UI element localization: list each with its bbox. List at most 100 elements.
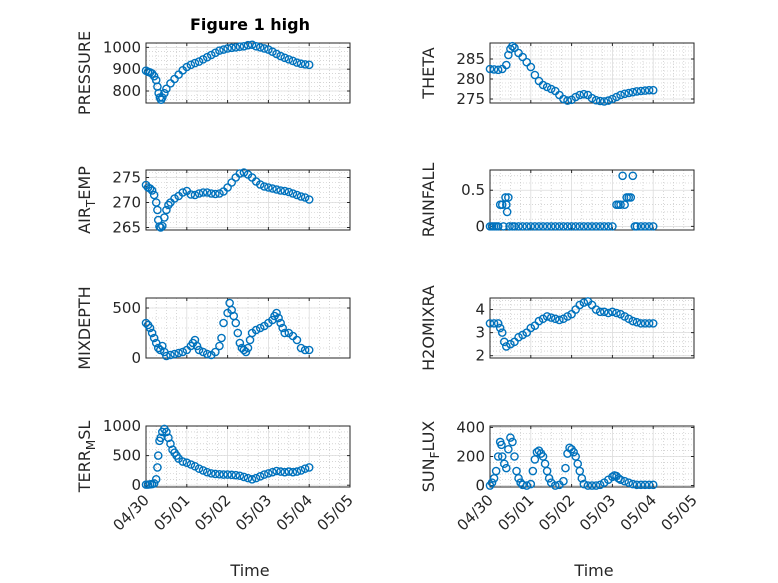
data-point (530, 70, 540, 80)
data-point (544, 473, 554, 483)
data-point (591, 481, 601, 490)
data-point (506, 433, 515, 442)
data-point (182, 62, 192, 72)
data-point (227, 43, 236, 53)
data-point (300, 464, 310, 473)
y-axis-label: TERRMSL (75, 421, 98, 494)
data-point (194, 345, 204, 355)
data-point (648, 480, 658, 490)
data-point (147, 186, 157, 195)
data-point (608, 94, 617, 104)
data-point (599, 97, 609, 106)
axes-box (489, 297, 695, 359)
data-point (532, 447, 542, 457)
x-tick-label: 05/03 (576, 491, 619, 534)
data-point (550, 481, 560, 490)
data-point (591, 222, 601, 231)
data-point (636, 319, 646, 328)
data-point (186, 190, 196, 199)
data-point (178, 457, 188, 466)
data-point (190, 58, 200, 68)
data-point (215, 341, 224, 351)
data-point (632, 480, 642, 490)
data-point (628, 479, 638, 489)
data-point (174, 348, 183, 358)
data-point (158, 221, 167, 231)
y-tick-label: 3 (475, 324, 485, 342)
data-point (493, 319, 503, 328)
data-point (219, 318, 228, 328)
y-tick-label: 900 (112, 60, 141, 78)
data-point (162, 84, 171, 94)
x-tick-label: 05/02 (191, 491, 234, 534)
data-point (227, 178, 236, 187)
data-point (245, 335, 255, 345)
data-point (512, 466, 521, 476)
data-point (575, 90, 585, 100)
data-point (640, 480, 650, 490)
data-point (284, 187, 294, 197)
data-point (202, 467, 212, 477)
data-point (260, 44, 269, 53)
data-point (255, 323, 265, 333)
data-point (276, 51, 285, 61)
data-point (190, 190, 200, 200)
data-point (231, 43, 241, 52)
x-tick-label: 04/30 (110, 491, 153, 534)
data-point (300, 60, 310, 69)
data-point (149, 479, 159, 488)
data-point (612, 308, 621, 318)
data-point (644, 319, 654, 328)
y-tick-label: 2 (475, 347, 485, 365)
data-point (502, 207, 512, 217)
data-point (534, 222, 544, 231)
data-point (239, 472, 249, 482)
y-tick-label: 0.5 (461, 181, 485, 199)
data-point (153, 343, 163, 353)
data-point (235, 169, 245, 178)
data-point (206, 50, 216, 60)
data-point (624, 88, 634, 98)
data-point (522, 57, 532, 67)
figure-title: Figure 1 high (190, 15, 310, 34)
data-point (153, 205, 162, 215)
data-point (526, 479, 536, 489)
data-point (546, 313, 556, 322)
data-point (243, 343, 253, 353)
y-axis-label: THETA (419, 47, 438, 99)
data-point (219, 45, 228, 54)
data-point (546, 222, 556, 231)
data-point (628, 87, 638, 97)
data-point (618, 171, 627, 181)
data-point (559, 476, 568, 486)
data-point (141, 318, 151, 328)
data-point (595, 96, 605, 106)
data-point (508, 41, 517, 51)
data-point (233, 328, 243, 338)
data-point (518, 52, 527, 62)
data-point (595, 307, 605, 317)
y-axis-label: RAINFALL (419, 163, 438, 238)
data-point (194, 189, 204, 198)
data-point (160, 88, 169, 98)
data-point (559, 222, 568, 231)
data-point (559, 94, 568, 104)
subplot-air_temp: 265 270 275 AIRTEMP (75, 166, 351, 237)
data-point (616, 200, 625, 209)
data-point (296, 59, 306, 69)
y-tick-label: 500 (112, 299, 141, 317)
data-point (145, 323, 155, 333)
y-tick-label: 1000 (103, 38, 141, 56)
data-point (510, 222, 519, 231)
data-point (225, 298, 234, 308)
data-point (288, 189, 298, 198)
data-point (489, 473, 499, 483)
data-point (153, 451, 163, 460)
data-point (255, 180, 265, 189)
data-point (497, 440, 506, 450)
data-point (296, 466, 306, 475)
data-point (514, 473, 523, 483)
data-point (243, 40, 253, 50)
data-point (644, 480, 654, 490)
